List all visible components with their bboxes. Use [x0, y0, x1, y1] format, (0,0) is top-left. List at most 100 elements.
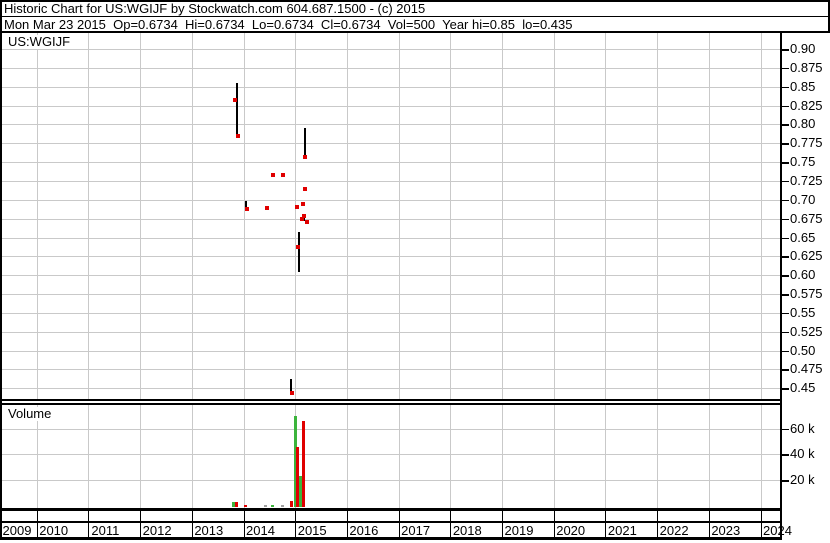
year-label: 2022: [659, 522, 689, 538]
header-divider: [0, 15, 830, 17]
header-border-right: [828, 0, 830, 32]
close-dot: [295, 244, 300, 249]
year-gridline: [346, 405, 348, 508]
price-axis-tick: [780, 350, 789, 353]
quote-summary-line: Mon Mar 23 2015 Op=0.6734 Hi=0.6734 Lo=0…: [4, 16, 573, 32]
year-label-divider: [553, 523, 555, 537]
price-tick-label: 0.50: [790, 342, 816, 358]
close-dot: [305, 219, 310, 224]
year-gridline: [708, 32, 710, 399]
price-tick-label: 0.675: [790, 210, 823, 226]
price-tick-label: 0.80: [790, 116, 816, 132]
ruler-divider: [346, 511, 348, 521]
price-range-bar: [235, 82, 238, 135]
close-dot: [294, 205, 299, 210]
year-gridline: [553, 32, 555, 399]
price-axis-tick: [780, 256, 789, 258]
year-gridline: [243, 32, 245, 399]
close-dot: [300, 201, 305, 206]
ruler-row-border-bottom: [0, 521, 782, 523]
year-gridline: [243, 405, 245, 508]
ruler-divider: [398, 511, 400, 521]
volume-label: Volume: [8, 406, 54, 421]
close-dot: [303, 154, 308, 159]
price-range-bar: [302, 217, 305, 221]
window-title: Historic Chart for US:WGIJF by Stockwatc…: [4, 0, 426, 16]
price-gridline: [2, 143, 780, 145]
window-border-top: [0, 0, 830, 2]
close-dot: [232, 97, 237, 102]
year-label-divider: [140, 523, 142, 537]
price-tick-label: 0.475: [790, 361, 823, 377]
ruler-divider: [605, 511, 607, 521]
year-label-divider: [657, 523, 659, 537]
price-gridline: [2, 312, 780, 314]
ruler-divider: [502, 511, 503, 521]
price-axis-tick: [780, 237, 789, 239]
price-gridline: [2, 218, 780, 220]
year-gridline: [36, 32, 38, 399]
volume-tick-label: 60 k: [790, 420, 815, 436]
volume-panel-border-bottom: [0, 508, 782, 511]
volume-bar: [298, 476, 302, 508]
price-tick-label: 0.65: [790, 229, 816, 245]
year-label-divider: [191, 523, 193, 537]
year-label: 2017: [401, 522, 431, 538]
price-axis-tick: [780, 143, 789, 145]
price-gridline: [2, 124, 780, 126]
volume-bar: [264, 504, 268, 508]
volume-bar: [271, 504, 275, 508]
year-label: 2010: [39, 522, 69, 538]
volume-panel-border-top: [2, 403, 781, 405]
price-gridline: [2, 237, 780, 239]
year-label: 2023: [711, 522, 741, 538]
year-label: 2009: [2, 522, 32, 538]
year-label: 2018: [452, 522, 482, 538]
year-gridline: [760, 32, 762, 399]
year-gridline: [450, 32, 452, 399]
year-label-divider: [346, 523, 348, 537]
price-axis-tick: [780, 294, 789, 296]
year-gridline: [398, 405, 400, 508]
price-tick-label: 0.85: [790, 78, 816, 94]
close-dot: [301, 213, 306, 218]
ruler-divider: [36, 511, 38, 521]
year-label: 2012: [142, 522, 172, 538]
year-gridline: [502, 405, 503, 508]
year-label: 2015: [297, 522, 327, 538]
chart-border-bottom: [0, 537, 782, 540]
volume-bar: [281, 504, 285, 508]
volume-bar: [232, 502, 236, 508]
volume-bar: [234, 502, 238, 508]
price-axis-tick: [780, 369, 789, 371]
ruler-divider: [140, 511, 142, 521]
year-gridline: [450, 405, 452, 508]
price-gridline: [2, 388, 780, 390]
year-label-divider: [708, 523, 710, 537]
year-gridline: [708, 405, 710, 508]
price-gridline: [2, 256, 780, 258]
price-gridline: [2, 199, 780, 201]
ruler-divider: [760, 511, 762, 521]
year-gridline: [191, 405, 193, 508]
year-gridline: [88, 405, 90, 508]
volume-bar: [296, 446, 300, 508]
year-label-divider: [605, 523, 607, 537]
price-gridline: [2, 86, 780, 88]
year-label-divider: [502, 523, 503, 537]
year-label-divider: [88, 523, 90, 537]
price-range-bar: [297, 232, 300, 273]
price-panel-border-top: [0, 30, 830, 33]
price-tick-label: 0.625: [790, 248, 823, 264]
close-dot: [299, 216, 304, 221]
close-dot: [235, 133, 240, 138]
year-gridline: [140, 405, 142, 508]
close-dot: [280, 172, 285, 177]
year-gridline: [295, 32, 297, 399]
ruler-divider: [191, 511, 193, 521]
price-gridline: [2, 180, 780, 182]
volume-axis-tick: [780, 480, 789, 482]
ruler-divider: [243, 511, 245, 521]
year-gridline: [553, 405, 555, 508]
price-tick-label: 0.45: [790, 380, 816, 396]
